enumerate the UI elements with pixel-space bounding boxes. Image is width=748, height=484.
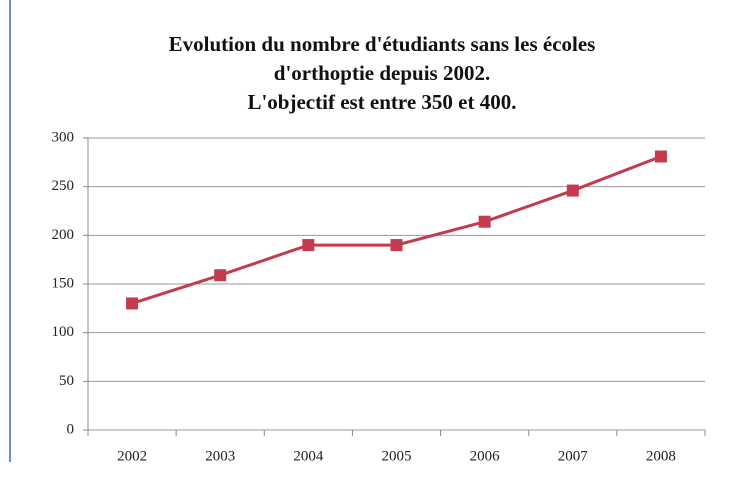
y-tick-label: 200	[52, 227, 75, 243]
y-tick-label: 50	[59, 373, 74, 389]
line	[131, 155, 662, 305]
marker	[214, 269, 227, 282]
marker	[654, 150, 667, 163]
chart-title: Evolution du nombre d'étudiants sans les…	[169, 32, 596, 56]
y-tick-label: 300	[52, 129, 75, 145]
x-tick-label: 2002	[117, 448, 147, 464]
y-tick-label: 250	[52, 178, 75, 194]
marker	[126, 297, 139, 310]
x-tick-label: 2004	[293, 448, 324, 464]
x-tick-label: 2005	[382, 448, 412, 464]
chart-title: L'objectif est entre 350 et 400.	[247, 90, 516, 114]
y-tick-label: 100	[52, 324, 75, 340]
x-tick-label: 2007	[558, 448, 589, 464]
marker	[302, 239, 315, 252]
chart-title: d'orthoptie depuis 2002.	[274, 61, 490, 85]
marker	[478, 215, 491, 228]
x-tick-label: 2008	[646, 448, 676, 464]
x-tick-label: 2006	[470, 448, 501, 464]
y-tick-label: 0	[67, 421, 75, 437]
x-tick-label: 2003	[205, 448, 235, 464]
marker	[566, 184, 579, 197]
marker	[390, 239, 403, 252]
y-tick-label: 150	[52, 275, 75, 291]
